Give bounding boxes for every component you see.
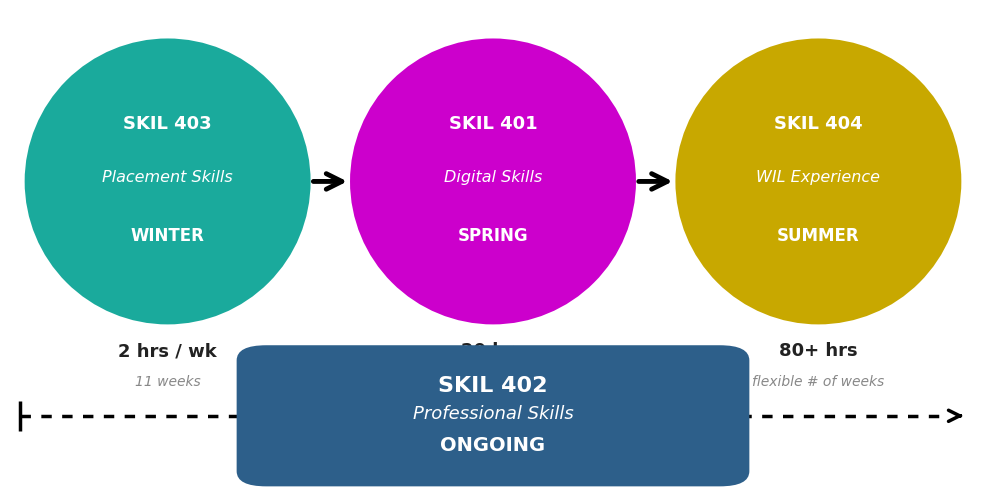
Text: WIL Experience: WIL Experience xyxy=(756,170,880,184)
Text: SKIL 402: SKIL 402 xyxy=(438,376,548,396)
Text: 20 hrs: 20 hrs xyxy=(461,342,525,360)
Text: SPRING: SPRING xyxy=(458,227,528,245)
Text: SUMMER: SUMMER xyxy=(777,227,860,245)
Text: 80+ hrs: 80+ hrs xyxy=(779,342,858,360)
Text: SKIL 403: SKIL 403 xyxy=(123,115,212,133)
Text: Placement Skills: Placement Skills xyxy=(103,170,233,184)
Text: 2 hrs / wk: 2 hrs / wk xyxy=(118,342,217,360)
Ellipse shape xyxy=(25,38,311,325)
Text: Digital Skills: Digital Skills xyxy=(444,170,542,184)
FancyBboxPatch shape xyxy=(237,345,749,486)
Ellipse shape xyxy=(675,38,961,325)
Text: ONGOING: ONGOING xyxy=(441,436,545,455)
Text: WINTER: WINTER xyxy=(131,227,204,245)
Text: SKIL 404: SKIL 404 xyxy=(774,115,863,133)
Text: flexible # of weeks: flexible # of weeks xyxy=(752,375,884,389)
Ellipse shape xyxy=(350,38,636,325)
Text: SKIL 401: SKIL 401 xyxy=(449,115,537,133)
Text: Professional Skills: Professional Skills xyxy=(412,405,574,422)
Text: 1 week: 1 week xyxy=(468,375,518,389)
Text: 11 weeks: 11 weeks xyxy=(135,375,200,389)
